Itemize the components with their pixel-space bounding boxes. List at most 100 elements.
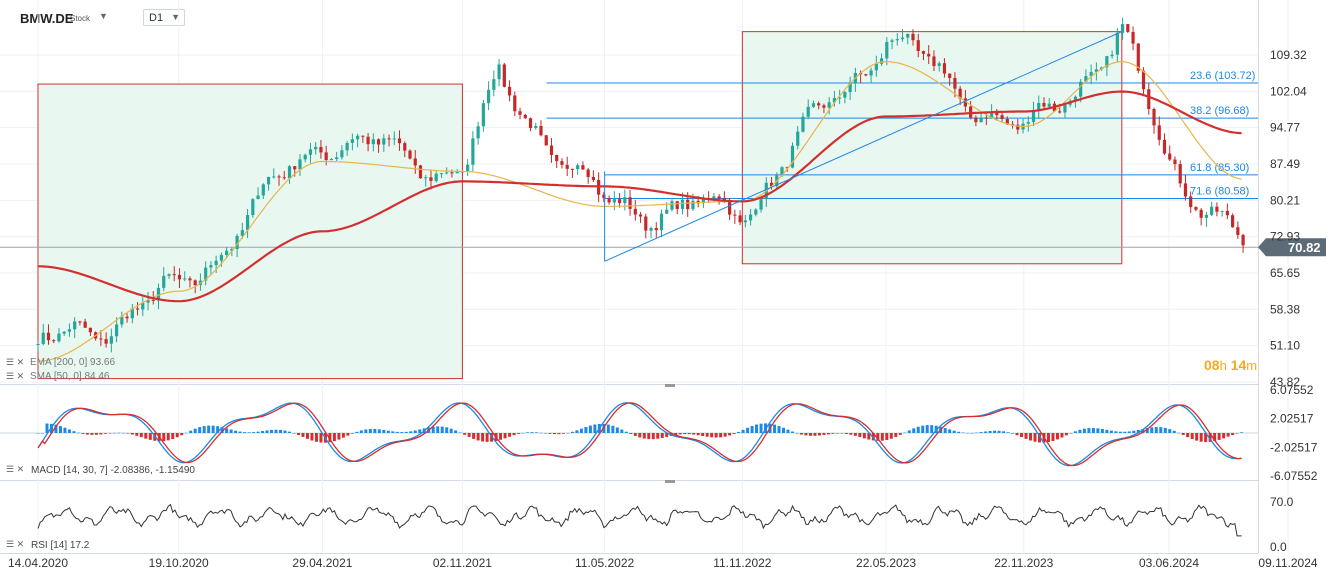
macd-histogram-bar [844,433,848,434]
sma50-line[interactable] [37,60,1242,362]
candle-body [293,166,297,170]
highlight-box[interactable] [741,31,1123,265]
macd-histogram-bar [1154,427,1158,433]
macd-histogram-bar [912,428,916,433]
macd-histogram-bar [849,433,853,435]
legend-sma[interactable]: ☰ ✕ SMA [50, 0] 84.46 [6,371,110,382]
macd-histogram-bar [701,433,705,436]
legend-rsi[interactable]: ☰ ✕ RSI [14] 17.2 [6,539,90,551]
macd-histogram-bar [238,431,242,433]
candle-body [1073,96,1078,101]
macd-histogram-bar [94,433,98,435]
macd-histogram-bar [894,433,898,437]
timer-minutes: 14 [1230,357,1247,373]
candle-body [366,136,370,145]
candle-body [1115,32,1119,55]
macd-histogram-bar [72,431,76,433]
macd-histogram-bar [76,432,80,434]
legend-macd-text: MACD [14, 30, 7] -2.08386, -1.15490 [31,465,195,476]
candle-body [392,138,396,140]
macd-histogram-bar [1037,433,1041,443]
macd-histogram-bar [660,433,664,438]
candle-body [502,64,506,87]
macd-histogram-bar [359,430,363,433]
trend-line[interactable] [604,31,1123,262]
legend-ema[interactable]: ☰ ✕ EMA [200, 0] 93.66 [6,357,115,368]
rsi-line[interactable] [37,503,1242,537]
candle-body [1220,210,1224,212]
candle-body [1147,89,1151,109]
candle-body [534,125,538,129]
macd-histogram-bar [332,433,336,442]
macd-histogram-bar [256,431,260,433]
macd-histogram-bar [557,433,561,435]
macd-histogram-bar [988,430,992,433]
candle-body [1231,215,1235,228]
macd-histogram-bar [885,433,889,440]
macd-histogram-bar [737,431,741,433]
price-tick-label: 102.04 [1270,84,1307,98]
macd-histogram-bar [377,429,381,433]
macd-line[interactable] [37,402,1242,467]
candle-body [413,158,417,166]
macd-histogram-bar [1226,433,1230,437]
legend-rsi-text: RSI [14] 17.2 [31,540,90,551]
axis-line [1258,0,1259,553]
candle-body [963,98,967,107]
macd-histogram-bar [539,432,543,434]
macd-histogram-bar [1078,429,1082,433]
macd-histogram-bar [1222,433,1226,439]
macd-histogram-bar [162,433,166,442]
date-tick-label: 19.10.2020 [149,556,209,570]
ema200-line[interactable] [38,90,1242,303]
panel-resize-handle[interactable] [665,480,675,483]
candle-body [617,199,622,204]
macd-signal-line[interactable] [37,402,1242,467]
candle-body [989,111,994,119]
candle-body [822,105,826,108]
candle-body [748,214,753,221]
candle-body [41,332,45,344]
macd-histogram-bar [305,433,309,439]
candle-body [319,146,323,153]
macd-histogram-bar [835,433,839,434]
candle-body [424,177,428,179]
candle-body [52,340,56,342]
macd-histogram-bar [112,432,116,434]
macd-histogram-bar [301,433,305,437]
macd-histogram-bar [135,433,139,436]
macd-histogram-bar [624,431,628,433]
macd-histogram-bar [656,433,660,439]
candle-body [261,184,265,196]
macd-histogram-bar [916,426,920,433]
legend-sma-text: SMA [50, 0] 84.46 [30,371,110,382]
candle-body [376,139,381,145]
symbol-label[interactable]: BMW.DE [20,11,74,26]
timeframe-select[interactable]: D1 ▼ [143,9,185,26]
macd-histogram-bar [755,424,759,433]
candle-body [916,40,920,52]
macd-histogram-bar [799,433,803,435]
macd-histogram-bar [180,433,184,436]
macd-histogram-bar [831,433,835,434]
macd-histogram-bar [871,433,875,441]
candle-body [979,117,983,123]
candle-body [1031,110,1036,122]
macd-histogram-bar [476,433,480,441]
highlight-box[interactable] [37,83,463,380]
panel-resize-handle[interactable] [665,384,675,387]
macd-histogram-bar [548,433,552,434]
candle-body [790,145,795,168]
timer-minutes-unit: m [1246,358,1258,373]
macd-histogram-bar [1091,428,1095,433]
candle-body [806,106,810,117]
candle-body [518,111,522,115]
macd-histogram-bar [261,431,265,433]
legend-macd[interactable]: ☰ ✕ MACD [14, 30, 7] -2.08386, -1.15490 [6,464,195,476]
macd-histogram-bar [400,432,404,433]
macd-histogram-bar [364,429,368,433]
candle-body [193,280,197,286]
price-tick-label: 72.93 [1270,230,1300,244]
symbol-dropdown-icon[interactable]: ▼ [99,11,108,21]
